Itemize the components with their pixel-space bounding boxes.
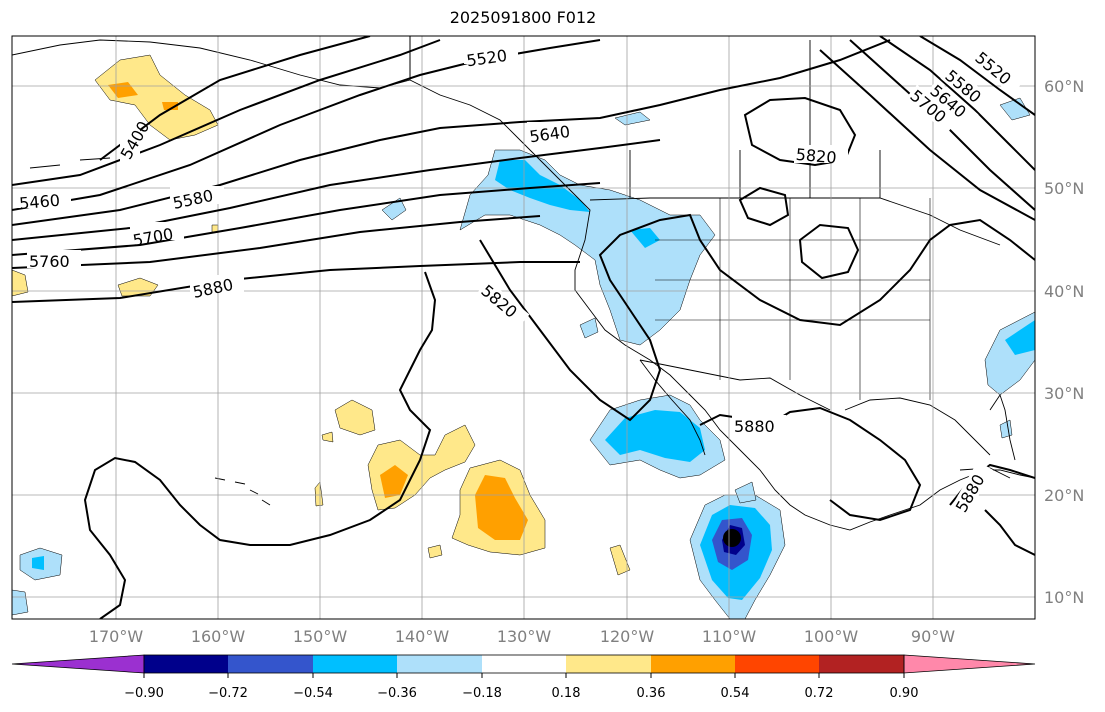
lat-label-20n: 20°N: [1044, 486, 1084, 505]
contour-line-5580: [12, 39, 891, 226]
field-hawaii-orange: [380, 465, 408, 498]
lon-label-140w: 140°W: [395, 627, 450, 646]
contour-line-5880-north: [12, 261, 580, 303]
colorbar-label-7: 0.36: [637, 686, 666, 701]
latitude-labels: 60°N 50°N 40°N 30°N 20°N 10°N: [1044, 77, 1084, 607]
contour-line-5880-closed-2: [798, 223, 860, 280]
contour-label-5460: 5460: [18, 191, 60, 213]
contour-line-5820-ridge: [83, 271, 437, 619]
contour-label-5760: 5760: [29, 252, 70, 271]
colorbar-label-3: −0.54: [293, 686, 333, 701]
contour-line-5880-closed-1: [738, 186, 790, 227]
field-ca-coast: [579, 317, 599, 339]
field-north-pacific-yellow: [117, 277, 159, 297]
lat-label-10n: 10°N: [1044, 588, 1084, 607]
colorbar-swatch-5: [482, 655, 566, 673]
contour-label-5880-south: 5880: [734, 417, 775, 436]
colorbar-extend-high: [903, 654, 1036, 674]
gridlines: [12, 36, 1035, 619]
colorbar-label-5: −0.18: [462, 686, 502, 701]
coast-cuba: [959, 467, 1011, 479]
field-pnw-blue: [495, 160, 590, 212]
border-us-states: [655, 198, 931, 400]
contour-line-5640-ne: [849, 39, 1035, 211]
contour-line-5700: [12, 182, 601, 256]
contour-line-5820-main: [479, 213, 1035, 422]
field-central-orange: [475, 475, 528, 540]
coast-baja: [639, 359, 706, 456]
field-yellow-small-1: [609, 544, 631, 576]
field-nw-small-blue: [630, 228, 660, 248]
lon-label-100w: 100°W: [804, 627, 859, 646]
colorbar-swatch-2: [228, 655, 313, 673]
colorbar-swatch-7: [651, 655, 735, 673]
field-yellow-small-4: [321, 431, 334, 443]
colorbar-swatch-8: [735, 655, 819, 673]
longitude-labels: 170°W 160°W 150°W 140°W 130°W 120°W 110°…: [89, 627, 955, 646]
border-us-mexico: [639, 359, 831, 411]
field-yellow-small-2: [427, 544, 443, 559]
field-hawaii-yellow: [334, 399, 376, 436]
colorbar-label-4: −0.36: [377, 686, 417, 701]
coast-alaska: [12, 39, 411, 89]
lat-label-30n: 30°N: [1044, 384, 1084, 403]
coast-hawaii: [214, 477, 271, 506]
colorbar-swatch-4: [397, 655, 482, 673]
field-tropical-core: [723, 529, 741, 547]
field-west-pacific-core: [32, 556, 44, 570]
field-alaska-orange-2: [162, 102, 178, 110]
coast-north-america-west: [409, 36, 1035, 531]
contour-line-5460: [12, 39, 441, 186]
lon-label-170w: 170°W: [89, 627, 144, 646]
lon-label-160w: 160°W: [191, 627, 246, 646]
lat-label-50n: 50°N: [1044, 179, 1084, 198]
contour-line-5880-se-2: [984, 509, 1035, 556]
colorbar: −0.90 −0.72 −0.54 −0.36 −0.18 0.18 0.36 …: [11, 654, 1036, 701]
colorbar-outline: [143, 654, 905, 674]
colorbar-label-10: 0.90: [890, 686, 919, 701]
border-canada-provinces: [629, 40, 881, 198]
lat-label-60n: 60°N: [1044, 77, 1084, 96]
height-contours: [12, 36, 1035, 619]
colorbar-ticks: [143, 673, 905, 678]
colorbar-label-2: −0.72: [208, 686, 248, 701]
map-frame: [11, 35, 1036, 620]
field-west-edge-yellow: [12, 269, 29, 297]
colorbar-swatch-6: [566, 655, 651, 673]
coast-florida: [989, 393, 1016, 461]
field-se-us-blue: [1005, 320, 1035, 355]
field-yellow-small-3: [314, 481, 324, 507]
field-mexico-mainland: [734, 481, 757, 504]
coastlines: [12, 36, 1035, 531]
lon-label-90w: 90°W: [911, 627, 955, 646]
contour-line-5520-ne: [919, 36, 1035, 116]
contour-line-5520: [12, 39, 601, 211]
contour-line-5580-ne: [879, 36, 1035, 171]
colorbar-label-6: 0.18: [552, 686, 581, 701]
colorbar-extend-low: [11, 654, 145, 674]
colorbar-label-8: 0.54: [721, 686, 750, 701]
lon-label-130w: 130°W: [497, 627, 552, 646]
coast-gulf: [844, 397, 991, 456]
field-bc-coast: [614, 111, 651, 126]
border-us-canada: [589, 197, 1001, 246]
lat-label-40n: 40°N: [1044, 282, 1084, 301]
colorbar-label-1: −0.90: [124, 686, 164, 701]
field-mexico-blue: [605, 410, 705, 462]
colorbar-label-9: 0.72: [805, 686, 834, 701]
contour-line-5700-ne: [819, 49, 1035, 221]
lon-label-150w: 150°W: [293, 627, 348, 646]
contour-line-5760: [12, 215, 541, 269]
colorbar-swatch-1: [144, 655, 228, 673]
contour-label-5820-closed: 5820: [795, 145, 837, 167]
field-west-pacific-edge: [12, 589, 29, 616]
lon-label-110w: 110°W: [702, 627, 757, 646]
lon-label-120w: 120°W: [600, 627, 655, 646]
map-title: 2025091800 F012: [449, 8, 597, 27]
colorbar-swatch-3: [313, 655, 397, 673]
colorbar-swatch-9: [819, 655, 904, 673]
contour-line-5820-closed: [743, 96, 857, 167]
